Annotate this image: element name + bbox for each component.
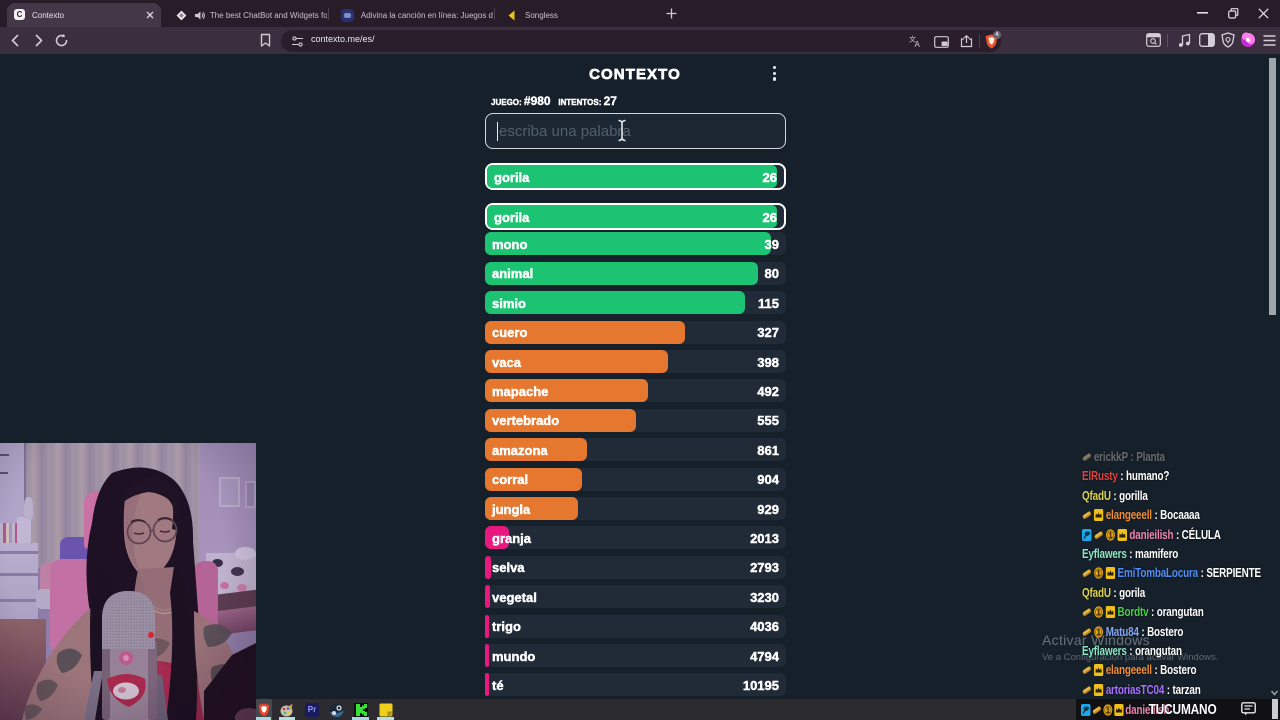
svg-text:1: 1 xyxy=(1097,627,1101,637)
svg-text:1: 1 xyxy=(1097,607,1101,617)
svg-text:1: 1 xyxy=(1106,705,1110,715)
svg-text:1: 1 xyxy=(1109,530,1113,540)
svg-text:文: 文 xyxy=(909,35,916,44)
svg-text:A: A xyxy=(915,40,921,48)
svg-text:1: 1 xyxy=(1097,569,1101,579)
